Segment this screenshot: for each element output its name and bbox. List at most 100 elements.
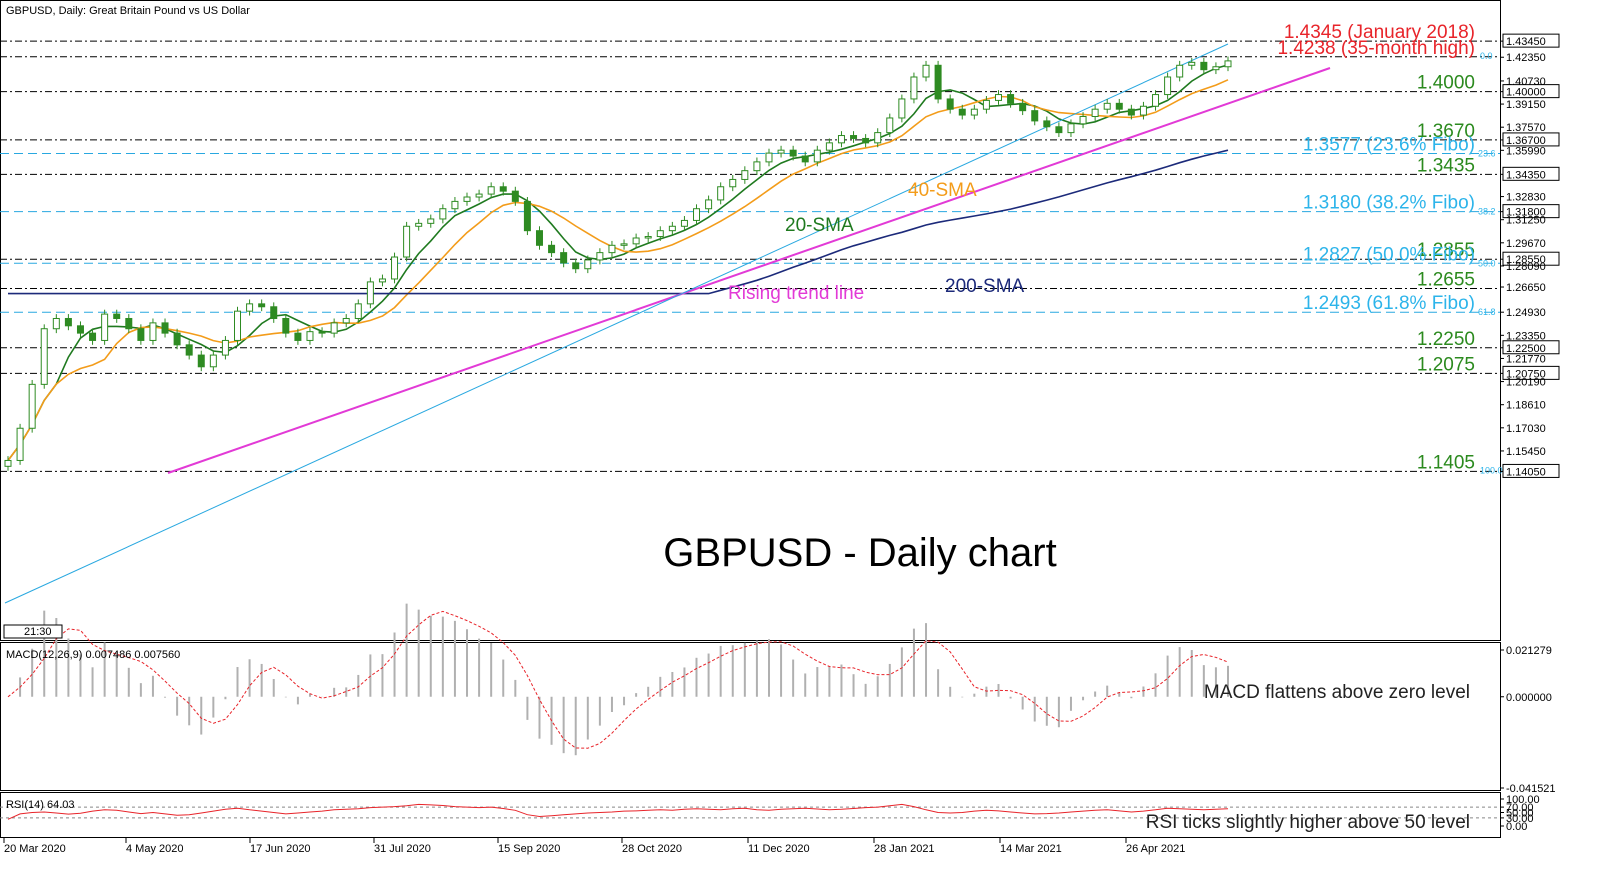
candle-body <box>644 236 652 239</box>
y-tick-label: 1.35990 <box>1506 145 1546 157</box>
candle-body <box>282 317 290 334</box>
candle-body <box>76 325 84 334</box>
y-tick-box <box>1502 365 1560 380</box>
candle-body <box>1019 102 1027 112</box>
candle-body <box>596 252 604 261</box>
candle-body <box>511 190 519 202</box>
candle-body <box>1176 64 1184 78</box>
candle-body <box>934 64 942 100</box>
level-label: 1.1405 <box>1417 452 1475 473</box>
candle-body <box>234 310 242 341</box>
candle-body <box>1127 108 1135 116</box>
x-tick-label: 28 Jan 2021 <box>874 843 935 855</box>
candle-body <box>391 256 399 280</box>
candle-body <box>850 135 858 139</box>
candle-body <box>1043 120 1051 128</box>
candle-body <box>28 383 36 429</box>
sma200-line <box>8 149 1229 295</box>
candle-body <box>620 243 628 246</box>
rsi-tick-label: 50.00 <box>1506 808 1534 820</box>
candle-body <box>1188 61 1196 66</box>
candle-body <box>1212 66 1220 71</box>
y-tick-box <box>1502 340 1560 355</box>
x-tick-label: 26 Apr 2021 <box>1126 843 1185 855</box>
candle-body <box>1115 102 1123 110</box>
x-tick-label: 4 May 2020 <box>126 843 183 855</box>
candle-body <box>1139 105 1147 116</box>
candle-body <box>668 225 676 232</box>
y-tick-label: 1.36700 <box>1506 135 1546 147</box>
main-title: GBPUSD - Daily chart <box>663 531 1056 575</box>
level-label: 1.4000 <box>1417 73 1475 94</box>
y-tick-label: 1.40000 <box>1506 87 1546 99</box>
fibo-pct-label: 50.0 <box>1478 258 1496 268</box>
candle-body <box>1007 94 1015 104</box>
candle-body <box>475 193 483 198</box>
macd-signal-line <box>7 610 1229 749</box>
y-tick-label: 1.20190 <box>1506 377 1546 389</box>
x-tick-label: 28 Oct 2020 <box>622 843 682 855</box>
candle-body <box>125 317 133 330</box>
candle-body <box>1079 116 1087 125</box>
y-tick-box <box>1502 166 1560 181</box>
candle-body <box>523 200 531 232</box>
candle-body <box>958 108 966 116</box>
y-tick-label: 1.29670 <box>1506 238 1546 250</box>
candle-body <box>342 317 350 324</box>
candle-body <box>910 76 918 100</box>
candle-body <box>717 186 725 201</box>
candle-body <box>656 230 664 238</box>
candle-body <box>173 332 181 346</box>
candle-body <box>378 278 386 283</box>
y-tick-label: 1.26650 <box>1506 282 1546 294</box>
candle-body <box>801 155 809 163</box>
candle-body <box>439 208 447 220</box>
y-tick-label: 1.28550 <box>1506 254 1546 266</box>
candle-body <box>354 303 362 319</box>
y-tick-label: 1.34350 <box>1506 169 1546 181</box>
fibo-trend-line <box>4 43 1229 604</box>
rising-trend-line <box>167 67 1331 474</box>
candle-body <box>318 331 326 334</box>
candle-body <box>1103 102 1111 110</box>
candle-body <box>535 230 543 246</box>
candle-body <box>197 354 205 368</box>
y-tick-label: 1.28090 <box>1506 261 1546 273</box>
y-tick-box <box>1502 463 1560 478</box>
candle-body <box>765 152 773 163</box>
level-label: 1.2250 <box>1417 329 1475 350</box>
candle-body <box>149 322 157 341</box>
level-label: 1.2655 <box>1417 269 1475 290</box>
level-label: 1.3435 <box>1417 155 1475 176</box>
candle-body <box>137 328 145 341</box>
candle-body <box>258 303 266 308</box>
trend-label: Rising trend line <box>728 283 864 304</box>
candle-body <box>427 218 435 224</box>
candle-body <box>52 317 60 330</box>
candle-body <box>1031 110 1039 122</box>
rsi-tick-label: 0.00 <box>1506 821 1527 833</box>
candle-body <box>560 252 568 264</box>
candle-body <box>970 108 978 116</box>
candle-body <box>898 98 906 119</box>
level-label: 1.3670 <box>1417 121 1475 142</box>
candle-body <box>101 313 109 341</box>
symbol-title: GBPUSD, Daily: Great Britain Pound vs US… <box>6 5 250 17</box>
candle-body <box>64 317 72 327</box>
time-box <box>3 624 63 639</box>
fibo-pct-label: 61.8 <box>1478 307 1496 317</box>
y-tick-label: 1.31800 <box>1506 207 1546 219</box>
y-tick-label: 1.31250 <box>1506 215 1546 227</box>
fibo-label: 1.2493 (61.8% Fibo) <box>1303 293 1475 314</box>
rsi-tick-label: 30.00 <box>1506 813 1534 825</box>
sma20-label: 20-SMA <box>785 215 854 236</box>
level-label: 1.4345 (January 2018) <box>1284 22 1475 43</box>
main-panel-frame <box>0 0 1501 641</box>
x-tick-label: 31 Jul 2020 <box>374 843 431 855</box>
candle-body <box>572 262 580 270</box>
macd-panel-frame <box>0 642 1501 791</box>
candle-body <box>705 199 713 210</box>
candle-body <box>729 178 737 188</box>
candle-body <box>1200 61 1208 71</box>
y-tick-box <box>1502 84 1560 99</box>
